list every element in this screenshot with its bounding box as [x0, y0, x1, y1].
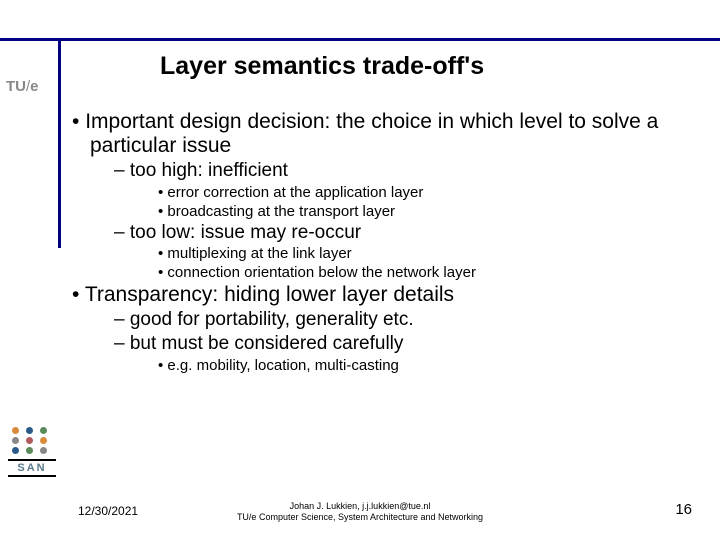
bullet-l3: e.g. mobility, location, multi-casting [172, 357, 692, 376]
san-dots-icon [8, 425, 54, 457]
bullet-l1: Important design decision: the choice in… [90, 110, 692, 158]
san-label: SAN [8, 459, 56, 477]
tue-logo-text: TU/e [6, 78, 39, 95]
bullet-l2: good for portability, generality etc. [132, 309, 692, 332]
slide-content: Important design decision: the choice in… [72, 110, 692, 375]
footer-credit-line1: Johan J. Lukkien, j.j.lukkien@tue.nl [290, 501, 431, 511]
top-rule [0, 38, 720, 41]
bullet-l3: error correction at the application laye… [172, 184, 692, 203]
bullet-l2: too low: issue may re-occur [132, 222, 692, 245]
slide-title: Layer semantics trade-off's [160, 52, 484, 81]
footer-credit: Johan J. Lukkien, j.j.lukkien@tue.nl TU/… [0, 501, 720, 522]
left-rule [58, 38, 61, 248]
bullet-l2: too high: inefficient [132, 160, 692, 183]
footer-credit-line2: TU/e Computer Science, System Architectu… [237, 512, 483, 522]
san-logo: SAN [8, 425, 56, 477]
footer-page-number: 16 [675, 501, 692, 518]
bullet-l2: but must be considered carefully [132, 333, 692, 356]
bullet-l3: broadcasting at the transport layer [172, 203, 692, 222]
bullet-l3: connection orientation below the network… [172, 264, 692, 283]
tue-logo: TU/e [6, 78, 39, 95]
bullet-l3: multiplexing at the link layer [172, 245, 692, 264]
bullet-l1: Transparency: hiding lower layer details [90, 283, 692, 307]
